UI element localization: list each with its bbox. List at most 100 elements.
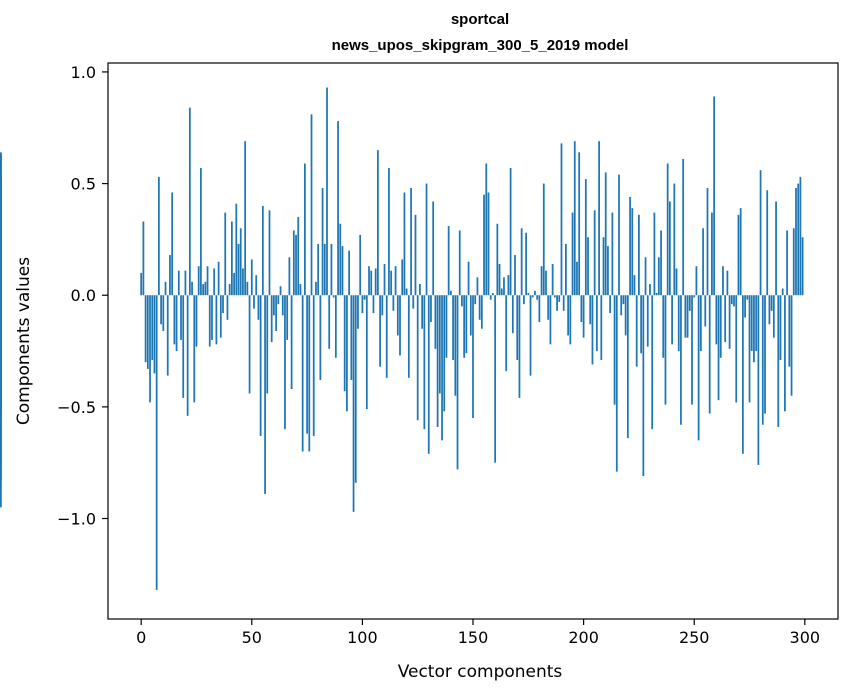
bar-138 [445, 295, 448, 358]
bar-19 [182, 295, 185, 398]
bar-227 [642, 295, 645, 477]
bar-291 [784, 295, 786, 412]
bar-267 [730, 295, 733, 305]
bar-79 [315, 281, 317, 296]
bar-undefined [0, 295, 2, 508]
bar-42 [233, 272, 235, 296]
bar-264 [724, 295, 727, 343]
bar-193 [567, 295, 570, 336]
bar-175 [527, 292, 530, 296]
bar-29 [204, 281, 207, 296]
bar-272 [741, 295, 744, 454]
bar-225 [638, 214, 640, 296]
bar-213 [611, 212, 614, 296]
bar-59 [270, 295, 273, 343]
bar-84 [326, 87, 328, 296]
bar-94 [348, 250, 351, 296]
bar-132 [432, 201, 435, 296]
bar-174 [525, 232, 527, 296]
bar-290 [781, 288, 784, 296]
bar-252 [697, 295, 700, 441]
bar-258 [711, 212, 713, 296]
bar-53 [257, 295, 260, 320]
bar-125 [416, 295, 419, 421]
bar-188 [556, 295, 558, 311]
bar-160 [494, 295, 497, 463]
bar-115 [394, 266, 397, 296]
bar-192 [565, 243, 567, 296]
bar-92 [343, 295, 346, 392]
bar-103 [368, 266, 370, 296]
bar-165 [505, 295, 508, 372]
bar-191 [562, 295, 565, 311]
bar-172 [520, 228, 523, 296]
bar-11 [164, 281, 167, 296]
bar-124 [414, 214, 417, 296]
bar-62 [277, 295, 280, 305]
bar-177 [531, 295, 534, 298]
bar-60 [273, 295, 275, 316]
bar-undefined [0, 223, 2, 296]
bar-183 [545, 270, 547, 296]
bar-199 [580, 295, 583, 323]
bar-200 [582, 295, 585, 338]
bar-10 [162, 295, 165, 331]
bar-65 [284, 295, 286, 430]
bar-22 [188, 107, 191, 296]
bar-145 [461, 295, 463, 307]
bar-85 [328, 295, 331, 349]
bar-136 [441, 295, 443, 441]
bar-51 [253, 295, 255, 309]
bar-47 [244, 141, 247, 296]
bar-78 [312, 295, 315, 436]
bar-21 [186, 295, 189, 416]
bar-293 [788, 295, 791, 367]
bar-150 [472, 295, 474, 419]
bar-235 [660, 230, 662, 296]
bar-44 [237, 243, 240, 296]
bar-46 [242, 268, 244, 296]
bar-122 [410, 188, 412, 296]
bar-1 [142, 221, 145, 296]
bar-73 [301, 295, 304, 452]
bar-123 [412, 295, 415, 309]
bar-93 [346, 295, 348, 412]
bar-214 [613, 295, 616, 405]
bar-289 [779, 295, 782, 360]
bar-143 [456, 295, 459, 470]
bar-246 [684, 295, 687, 338]
bar-168 [511, 295, 514, 334]
bar-255 [704, 295, 707, 327]
x-tick-label: 50 [242, 628, 262, 647]
bar-3 [146, 295, 149, 369]
bar-97 [354, 295, 357, 483]
bar-170 [516, 295, 519, 360]
bar-278 [755, 295, 758, 352]
bar-112 [388, 167, 390, 296]
chart-subtitle: news_upos_skipgram_300_5_2019 model [332, 37, 629, 54]
bar-75 [306, 295, 308, 434]
bar-287 [775, 201, 777, 296]
bar-41 [230, 221, 233, 296]
bar-116 [396, 295, 399, 336]
bar-186 [551, 263, 554, 296]
bar-271 [739, 208, 742, 296]
bar-299 [801, 237, 804, 296]
bar-141 [452, 295, 454, 360]
bar-198 [578, 152, 581, 296]
bar-244 [680, 295, 682, 425]
bar-247 [686, 295, 689, 338]
bar-146 [463, 295, 466, 358]
bar-144 [458, 230, 461, 296]
bar-208 [600, 295, 603, 360]
bar-90 [339, 223, 342, 296]
bar-25 [195, 295, 198, 347]
bar-171 [518, 295, 521, 398]
bar-239 [668, 201, 671, 296]
bar-154 [480, 295, 483, 329]
bar-50 [250, 259, 253, 296]
bar-56 [264, 295, 266, 494]
bar-130 [427, 295, 430, 454]
bar-262 [719, 295, 722, 358]
